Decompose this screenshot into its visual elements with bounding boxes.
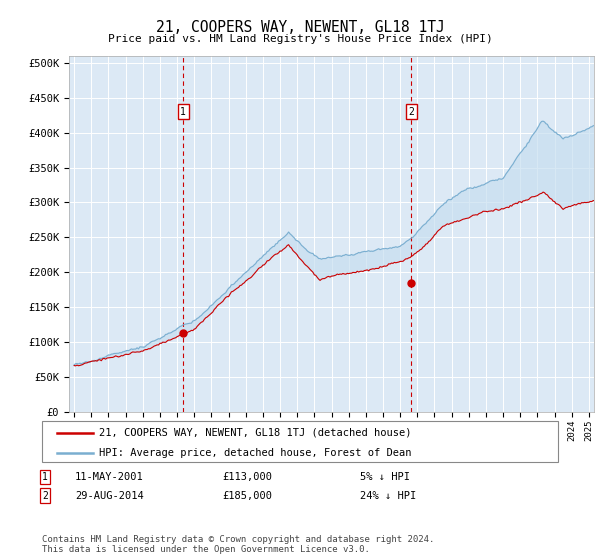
Text: 11-MAY-2001: 11-MAY-2001 [75, 472, 144, 482]
Text: 1: 1 [42, 472, 48, 482]
Text: 21, COOPERS WAY, NEWENT, GL18 1TJ (detached house): 21, COOPERS WAY, NEWENT, GL18 1TJ (detac… [99, 428, 412, 437]
Text: Price paid vs. HM Land Registry's House Price Index (HPI): Price paid vs. HM Land Registry's House … [107, 34, 493, 44]
Text: £185,000: £185,000 [222, 491, 272, 501]
Text: 24% ↓ HPI: 24% ↓ HPI [360, 491, 416, 501]
Text: 29-AUG-2014: 29-AUG-2014 [75, 491, 144, 501]
Text: 2: 2 [42, 491, 48, 501]
Text: £113,000: £113,000 [222, 472, 272, 482]
Text: 21, COOPERS WAY, NEWENT, GL18 1TJ: 21, COOPERS WAY, NEWENT, GL18 1TJ [155, 20, 445, 35]
Text: 5% ↓ HPI: 5% ↓ HPI [360, 472, 410, 482]
Text: 2: 2 [409, 107, 415, 117]
Text: HPI: Average price, detached house, Forest of Dean: HPI: Average price, detached house, Fore… [99, 448, 412, 458]
Text: 1: 1 [181, 107, 186, 117]
Text: Contains HM Land Registry data © Crown copyright and database right 2024.
This d: Contains HM Land Registry data © Crown c… [42, 535, 434, 554]
